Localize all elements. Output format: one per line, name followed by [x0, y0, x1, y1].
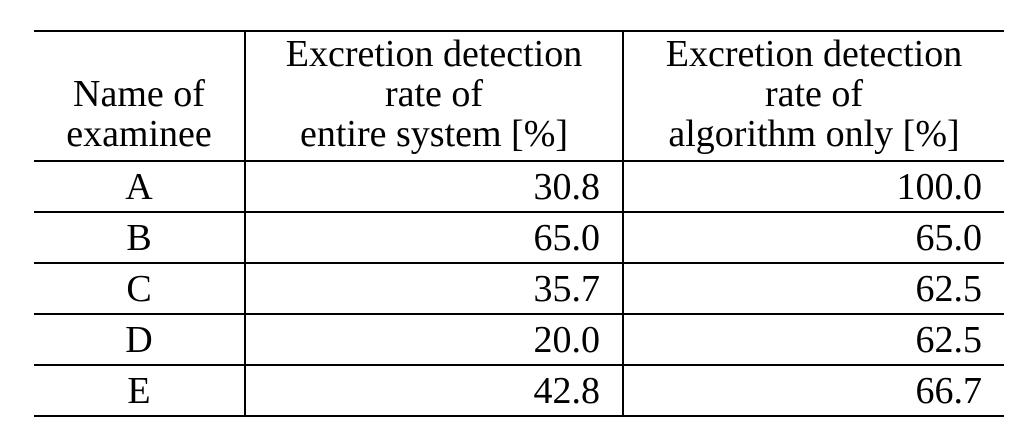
- table-row: B 65.0 65.0: [34, 211, 1004, 263]
- header-algorithm-only-rate: Excretion detection rate of algorithm on…: [622, 30, 1004, 161]
- algorithm-rate-cell: 62.5: [622, 313, 1004, 365]
- examinee-name-cell: C: [34, 262, 245, 314]
- system-rate-cell: 42.8: [244, 364, 623, 417]
- table-row: D 20.0 62.5: [34, 313, 1004, 365]
- system-rate-cell: 65.0: [244, 211, 623, 263]
- algorithm-rate-cell: 62.5: [622, 262, 1004, 314]
- examinee-name-cell: E: [34, 364, 245, 417]
- system-rate-cell: 20.0: [244, 313, 623, 365]
- examinee-name-cell: A: [34, 160, 245, 212]
- table-row: C 35.7 62.5: [34, 262, 1004, 314]
- algorithm-rate-cell: 100.0: [622, 160, 1004, 212]
- table-row: E 42.8 66.7: [34, 364, 1004, 417]
- table-row: A 30.8 100.0: [34, 160, 1004, 212]
- algorithm-rate-cell: 66.7: [622, 364, 1004, 417]
- table-header-row: Name of examinee Excretion detection rat…: [34, 30, 1004, 161]
- detection-rate-table: Name of examinee Excretion detection rat…: [34, 30, 1004, 417]
- algorithm-rate-cell: 65.0: [622, 211, 1004, 263]
- header-entire-system-rate: Excretion detection rate of entire syste…: [244, 30, 623, 161]
- examinee-name-cell: D: [34, 313, 245, 365]
- examinee-name-cell: B: [34, 211, 245, 263]
- header-name-of-examinee: Name of examinee: [34, 30, 245, 161]
- system-rate-cell: 30.8: [244, 160, 623, 212]
- system-rate-cell: 35.7: [244, 262, 623, 314]
- results-table-container: Name of examinee Excretion detection rat…: [34, 30, 1004, 417]
